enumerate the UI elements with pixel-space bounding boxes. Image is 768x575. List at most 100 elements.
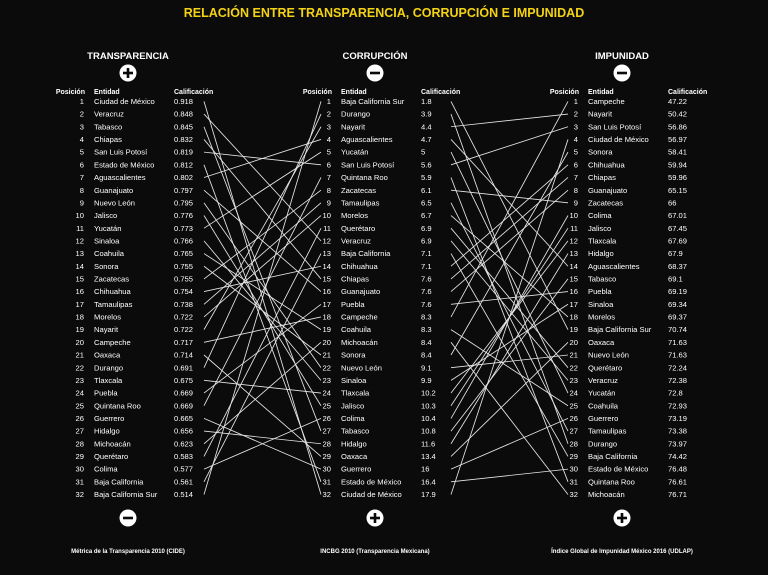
connector-line (203, 316, 322, 343)
rank-number: 21 (323, 351, 331, 360)
rank-number: 22 (570, 363, 578, 372)
entity-label: Puebla (94, 389, 118, 398)
rank-number: 15 (570, 275, 578, 284)
score-label: 0.773 (174, 224, 193, 233)
rank-number: 2 (574, 110, 578, 119)
rank-number: 4 (327, 135, 331, 144)
score-label: 0.514 (174, 490, 193, 499)
connector-line (203, 303, 322, 394)
rank-number: 5 (327, 148, 331, 157)
connector-line (203, 113, 322, 368)
score-label: 69.34 (668, 300, 687, 309)
sign-bottom-corrupcion: + (366, 509, 384, 527)
source-note-corrupcion: INCBG 2010 (Transparencia Mexicana) (320, 549, 429, 555)
entity-label: Aguascalientes (94, 173, 146, 182)
connector-line (203, 151, 322, 229)
score-label: 13.4 (421, 452, 436, 461)
rank-number: 17 (323, 300, 331, 309)
score-label: 58.41 (668, 148, 687, 157)
entity-label: Chihuahua (588, 160, 626, 169)
rank-number: 29 (323, 452, 331, 461)
entity-label: Zacatecas (588, 198, 623, 207)
score-label: 72.8 (668, 389, 683, 398)
entity-label: Oaxaca (341, 452, 368, 461)
rank-number: 26 (570, 414, 578, 423)
panel-title-corrupcion: CORRUPCIÓN (343, 50, 408, 62)
score-label: 0.754 (174, 287, 193, 296)
entity-label: Guerrero (94, 414, 124, 423)
entity-label: Durango (341, 110, 370, 119)
rank-number: 32 (76, 490, 84, 499)
entity-label: Coahuila (94, 249, 125, 258)
score-label: 59.94 (668, 160, 687, 169)
rank-number: 10 (76, 211, 84, 220)
rank-number: 8 (327, 186, 331, 195)
score-label: 7.6 (421, 300, 432, 309)
entity-label: Estado de México (94, 160, 154, 169)
connector-line (203, 126, 322, 330)
entity-label: Sinaloa (341, 376, 367, 385)
rank-number: 31 (76, 477, 84, 486)
connector-line (450, 113, 569, 444)
entity-label: San Luis Potosí (588, 122, 642, 131)
score-label: 0.797 (174, 186, 193, 195)
connector-line (203, 430, 322, 445)
score-label: 6.1 (421, 186, 432, 195)
source-note-impunidad: Índice Global de Impunidad México 2016 (… (551, 547, 693, 555)
rank-number: 13 (323, 249, 331, 258)
entity-label: Colima (588, 211, 612, 220)
entity-label: Durango (94, 363, 123, 372)
rank-number: 22 (323, 363, 331, 372)
score-label: 9.9 (421, 376, 432, 385)
score-label: 3.9 (421, 110, 432, 119)
score-label: 67.45 (668, 224, 687, 233)
score-label: 0.738 (174, 300, 193, 309)
entity-label: Aguascalientes (341, 135, 393, 144)
connector-line (450, 177, 569, 482)
rank-number: 7 (574, 173, 578, 182)
entity-label: Sonora (341, 351, 366, 360)
rank-number: 5 (574, 148, 578, 157)
rank-number: 10 (323, 211, 331, 220)
score-label: 10.4 (421, 414, 436, 423)
entity-label: Colima (94, 465, 118, 474)
score-label: 0.691 (174, 363, 193, 372)
entity-label: Baja California (588, 452, 638, 461)
rank-number: 26 (76, 414, 84, 423)
rank-number: 26 (323, 414, 331, 423)
score-label: 0.577 (174, 465, 193, 474)
rank-number: 18 (570, 313, 578, 322)
panel-impunidad: IMPUNIDAD − Posición Entidad Calificación 1 Ca… (550, 51, 707, 555)
connector-line (203, 139, 322, 280)
entity-label: Guanajuato (588, 186, 627, 195)
rank-number: 3 (80, 122, 84, 131)
score-label: 50.42 (668, 110, 687, 119)
connector-line (450, 329, 569, 407)
entity-label: Ciudad de México (94, 97, 155, 106)
rank-number: 16 (570, 287, 578, 296)
connector-line (203, 253, 322, 482)
connector-line (203, 101, 322, 495)
rank-number: 9 (80, 198, 84, 207)
entity-label: Nuevo León (588, 351, 629, 360)
panel-title-impunidad: IMPUNIDAD (595, 51, 649, 62)
connector-line (450, 151, 569, 356)
rank-number: 2 (327, 110, 331, 119)
entity-label: Baja California (341, 249, 391, 258)
rank-number: 20 (76, 338, 84, 347)
rank-number: 28 (76, 439, 84, 448)
entity-label: Sonora (588, 148, 613, 157)
header-entity: Entidad (341, 89, 367, 96)
entity-label: Zacatecas (341, 186, 376, 195)
score-label: 8.3 (421, 313, 432, 322)
rank-number: 30 (323, 465, 331, 474)
score-label: 56.86 (668, 122, 687, 131)
entity-label: Guanajuato (341, 287, 380, 296)
header-position: Posición (56, 89, 85, 96)
score-label: 0.583 (174, 452, 193, 461)
score-label: 8.3 (421, 325, 432, 334)
rank-number: 13 (76, 249, 84, 258)
entity-label: Chiapas (588, 173, 616, 182)
entity-label: Querétaro (588, 363, 622, 372)
score-label: 65.15 (668, 186, 687, 195)
